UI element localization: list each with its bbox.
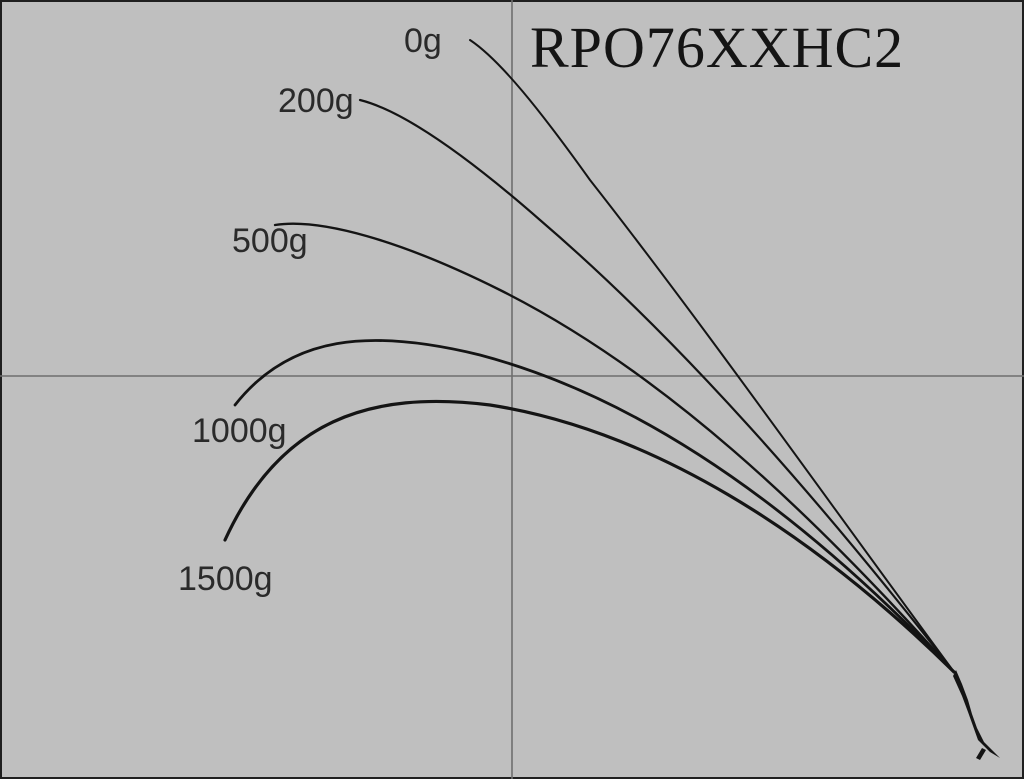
weight-label: 500g — [232, 222, 308, 261]
weight-label: 0g — [404, 22, 442, 61]
weight-label: 1000g — [192, 412, 287, 451]
rod-bend-diagram: RPO76XXHC2 0g 200g 500g 1000g 1500g — [0, 0, 1024, 779]
weight-label: 1500g — [178, 560, 273, 599]
weight-label: 200g — [278, 82, 354, 121]
model-title: RPO76XXHC2 — [530, 14, 904, 81]
diagram-svg — [0, 0, 1024, 779]
